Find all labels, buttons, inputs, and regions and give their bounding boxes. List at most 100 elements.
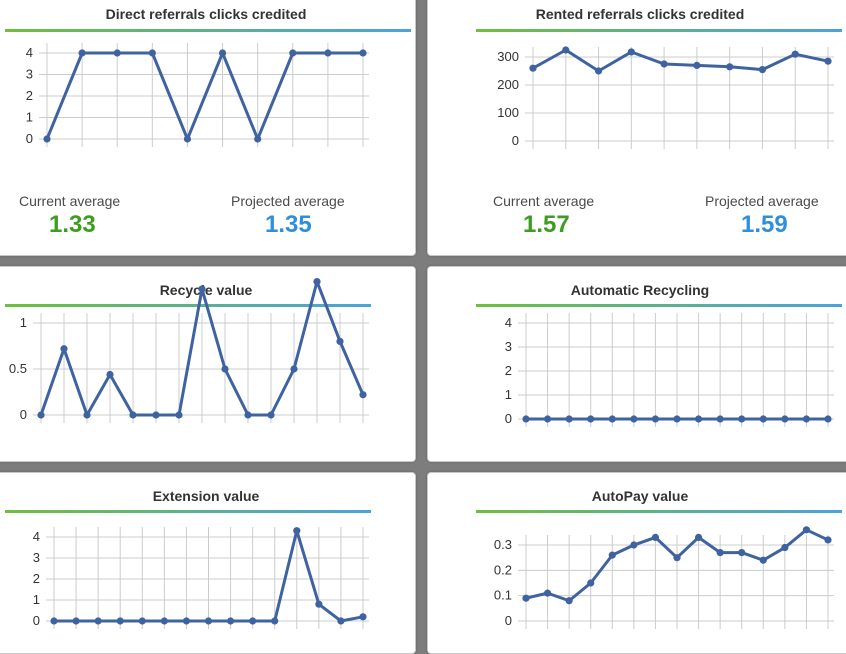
y-tick-label: 200: [497, 77, 519, 92]
current-average-label: Current average: [19, 193, 121, 209]
line-chart-autopay: 0 0.1 0.2 0.3: [494, 526, 834, 629]
panel-autopay-value: AutoPay value 0 0.1 0.2 0.3: [427, 472, 846, 654]
y-tick-label: 0.5: [9, 361, 27, 376]
line-chart-extension: 0 1 2 3 4: [33, 527, 369, 629]
chart-title: Automatic Recycling: [570, 282, 710, 298]
current-average-value: 1.33: [49, 211, 96, 238]
data-point: [630, 415, 638, 423]
data-point: [694, 415, 703, 423]
data-point: [113, 49, 121, 57]
y-tick-label: 0: [505, 613, 512, 628]
data-point: [673, 415, 681, 423]
data-point: [608, 415, 616, 423]
projected-average-value: 1.35: [265, 211, 312, 238]
data-point: [522, 415, 530, 423]
data-point: [726, 63, 734, 71]
data-point: [43, 135, 51, 143]
data-point: [781, 543, 789, 552]
data-point: [693, 61, 701, 69]
panel-extension-value: Extension value 0 1 2 3 4: [0, 472, 416, 654]
data-point: [267, 411, 275, 419]
data-point: [204, 617, 213, 625]
data-point: [791, 50, 799, 58]
data-point: [716, 415, 724, 423]
data-point: [630, 541, 638, 549]
data-point: [129, 411, 137, 419]
title-rule: [5, 29, 411, 32]
data-point: [293, 527, 301, 535]
y-tick-label: 0: [505, 411, 512, 426]
data-point: [315, 600, 323, 608]
series-line: [532, 48, 829, 73]
data-point: [673, 554, 681, 562]
y-tick-label: 0: [20, 407, 27, 422]
y-tick-label: 0: [26, 131, 33, 146]
data-point: [249, 617, 257, 625]
data-point: [152, 411, 160, 419]
data-point: [182, 617, 191, 625]
data-point: [198, 285, 206, 293]
y-tick-label: 2: [33, 571, 40, 586]
data-point: [359, 613, 367, 621]
projected-average-label: Projected average: [705, 193, 819, 209]
y-tick-label: 2: [505, 363, 512, 378]
data-point: [94, 617, 102, 625]
y-tick-label: 0.1: [494, 588, 512, 603]
data-point: [759, 556, 767, 564]
y-tick-label: 2: [26, 88, 33, 103]
chart-title: Rented referrals clicks credited: [535, 6, 745, 22]
data-point: [802, 526, 811, 534]
data-point: [160, 617, 168, 625]
data-point: [290, 365, 298, 373]
y-tick-label: 0.3: [494, 537, 512, 552]
y-tick-label: 0.2: [494, 562, 512, 577]
data-point: [244, 411, 252, 419]
data-point: [759, 415, 767, 423]
data-point: [337, 617, 345, 625]
data-point: [106, 370, 114, 379]
y-tick-label: 100: [497, 105, 519, 120]
y-tick-label: 4: [505, 315, 512, 330]
data-point: [594, 67, 603, 75]
data-point: [738, 415, 746, 423]
title-rule: [5, 304, 371, 307]
chart-title: Extension value: [152, 488, 260, 504]
title-rule: [476, 510, 842, 513]
data-point: [313, 278, 321, 286]
data-point: [359, 49, 367, 57]
data-point: [587, 579, 595, 587]
y-tick-label: 1: [33, 592, 40, 607]
data-point: [83, 411, 91, 419]
y-tick-label: 3: [33, 550, 40, 565]
line-chart-direct: 0 1 2 3 4: [26, 43, 369, 147]
data-point: [289, 49, 297, 57]
data-point: [627, 48, 635, 56]
data-point: [802, 415, 811, 423]
y-tick-label: 1: [20, 315, 27, 330]
panel-recycle-value: Recycle value 0 0.5 1: [0, 266, 416, 462]
y-tick-label: 4: [26, 45, 33, 60]
title-rule: [476, 29, 842, 32]
data-point: [183, 135, 192, 143]
y-tick-label: 3: [505, 339, 512, 354]
data-point: [116, 617, 124, 625]
data-point: [359, 391, 367, 399]
data-point: [271, 617, 279, 625]
data-point: [138, 617, 146, 625]
data-point: [608, 551, 616, 559]
title-rule: [476, 304, 842, 307]
data-point: [781, 415, 789, 423]
panel-rented-referrals: Rented referrals clicks credited 0 100 200…: [427, 0, 846, 256]
current-average-label: Current average: [493, 193, 595, 209]
data-point: [37, 411, 45, 419]
y-tick-label: 4: [33, 529, 40, 544]
data-point: [565, 597, 573, 605]
data-point: [175, 411, 183, 419]
title-rule: [5, 510, 371, 513]
data-point: [694, 533, 703, 541]
series-line: [45, 51, 363, 141]
panel-direct-referrals: Direct referrals clicks credited 0 1 2 3 4 C…: [0, 0, 416, 256]
chart-title: Direct referrals clicks credited: [105, 6, 307, 22]
y-tick-label: 0: [512, 133, 519, 148]
data-point: [226, 617, 235, 625]
